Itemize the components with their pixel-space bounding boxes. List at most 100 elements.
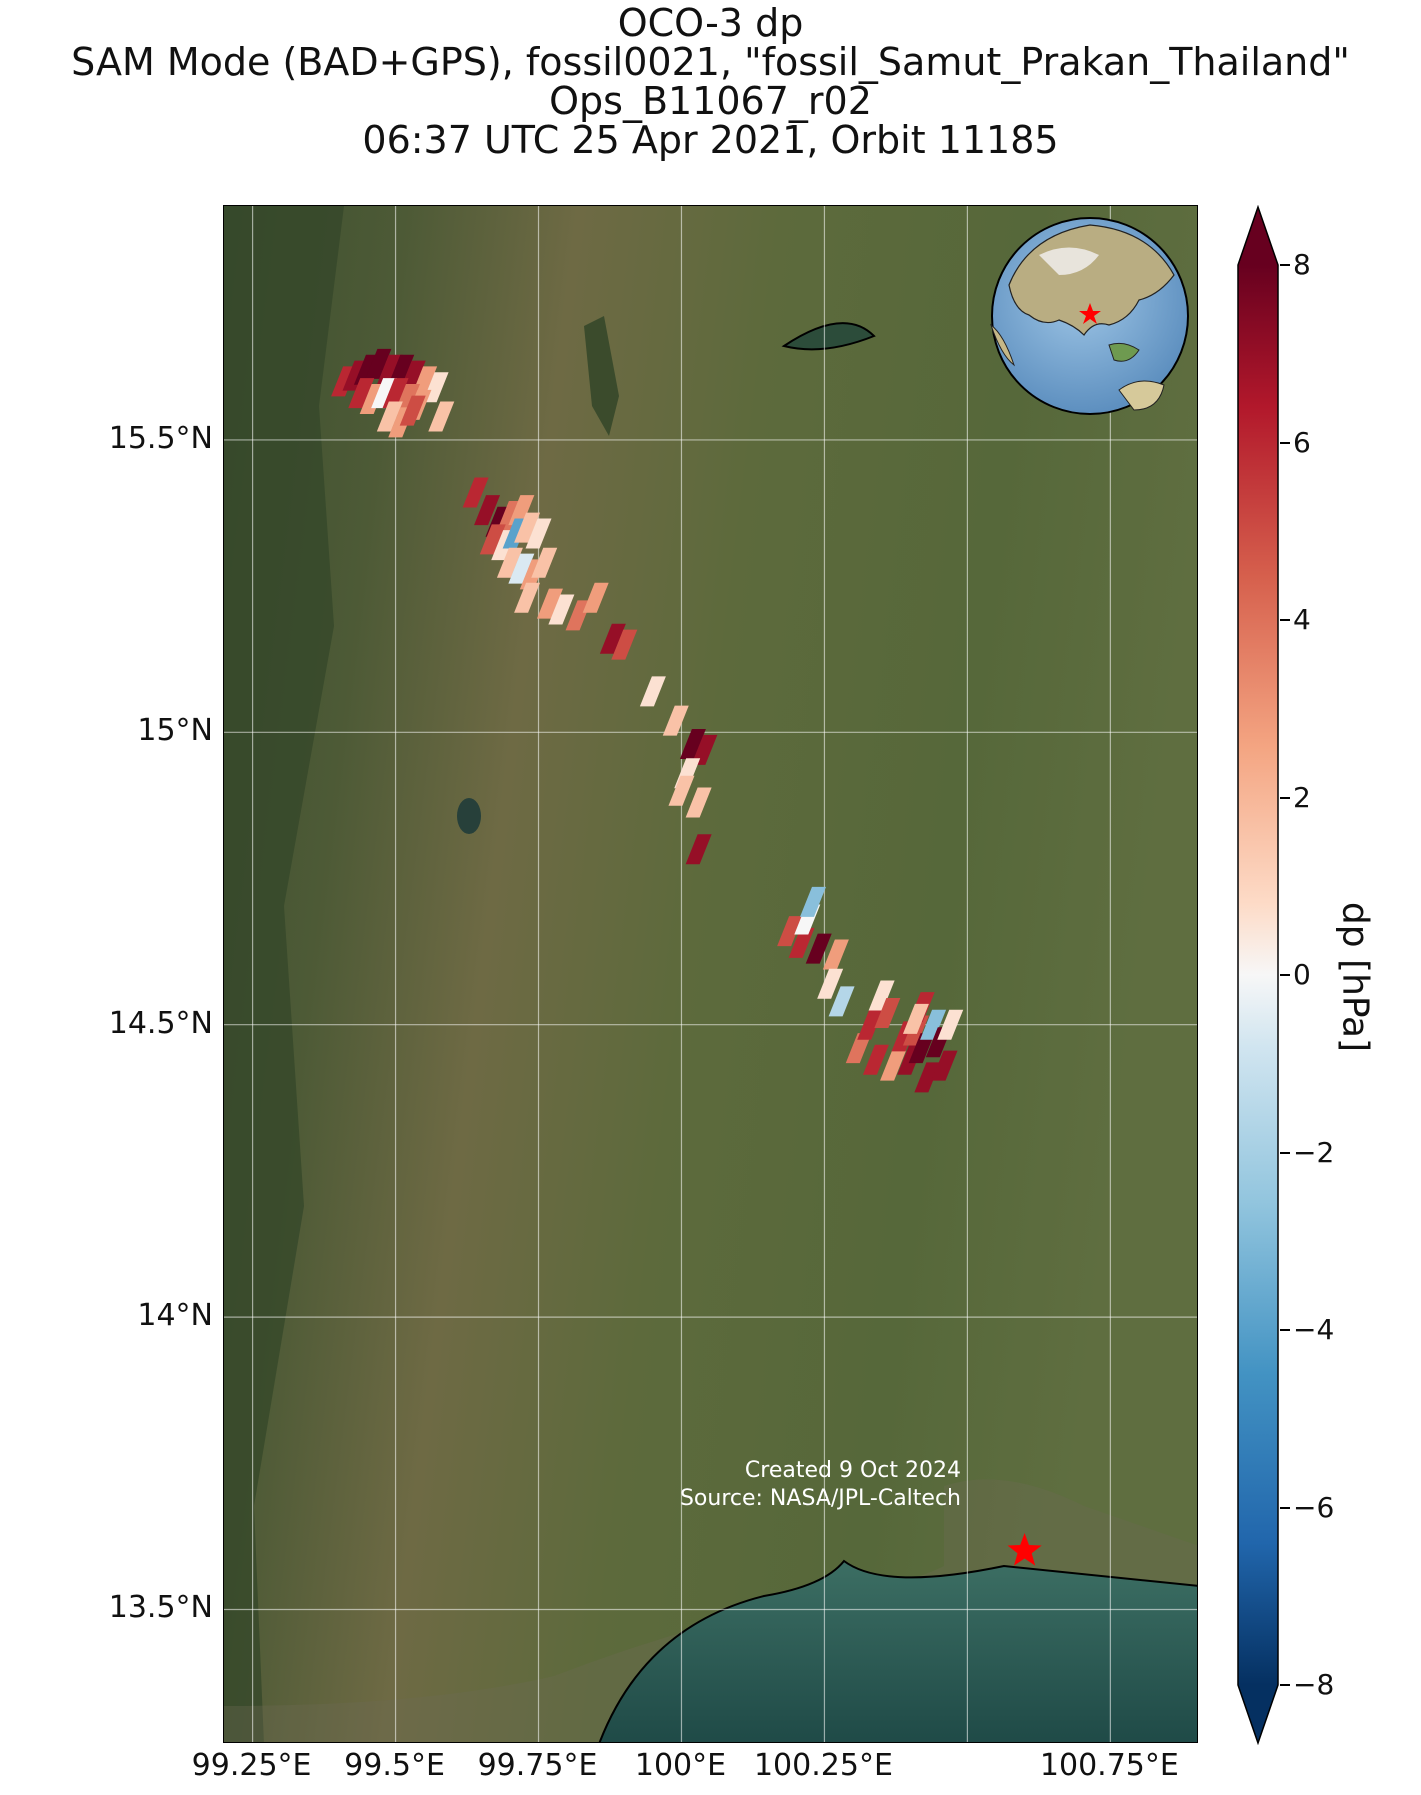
dp-sounding (508, 553, 535, 584)
dp-sounding (914, 1062, 941, 1093)
colorbar-tick-mark (1280, 264, 1290, 266)
target-star[interactable] (1007, 1533, 1042, 1566)
longitude-tick-label: 100.75°E (1039, 1748, 1179, 1783)
dp-sounding (599, 623, 626, 654)
globe-target-star (1079, 303, 1101, 324)
latitude-tick-label: 14.5°N (108, 1005, 213, 1041)
colorbar-tick-label: 8 (1293, 248, 1311, 281)
credit-source: Source: NASA/JPL-Caltech (679, 1486, 961, 1511)
dp-sounding (611, 629, 638, 660)
dp-sounding (525, 518, 552, 549)
dp-sounding (348, 378, 375, 409)
colorbar-tick-label: −4 (1293, 1313, 1335, 1346)
dp-soundings (331, 348, 964, 1093)
dp-sounding (845, 1033, 872, 1064)
dp-sounding (931, 1050, 958, 1081)
dp-sounding (920, 1009, 947, 1040)
colorbar-tick-mark (1280, 1151, 1290, 1154)
globe-africa-edge (990, 323, 1015, 367)
dp-sounding (514, 582, 541, 613)
colorbar-tick-label: −8 (1293, 1668, 1335, 1701)
title-line-3: Ops_B11067_r02 (549, 79, 872, 123)
dp-sounding (479, 524, 506, 555)
colorbar-extend-min (1238, 1685, 1278, 1743)
reservoir (457, 798, 481, 834)
title-line-2: SAM Mode (BAD+GPS), fossil0021, "fossil_… (71, 40, 1350, 84)
longitude-tick-label: 99.75°E (477, 1748, 598, 1783)
colorbar-tick-label: 6 (1293, 425, 1311, 459)
dp-sounding (496, 547, 523, 578)
target-star-marker[interactable] (1007, 1533, 1042, 1566)
dp-sounding (691, 734, 718, 765)
latitude-tick-label: 15°N (137, 713, 213, 749)
lake-outline (781, 322, 876, 351)
dp-sounding (668, 775, 695, 806)
dp-sounding (822, 939, 849, 970)
colorbar-tick-mark (1280, 1684, 1290, 1686)
dp-sounding (788, 927, 815, 958)
dp-sounding (388, 354, 415, 385)
dp-sounding (805, 933, 832, 964)
latitude-tick-label: 14°N (137, 1298, 213, 1334)
coastline (598, 1559, 1197, 1742)
basemap-land (224, 206, 1197, 1742)
dp-sounding (817, 968, 844, 999)
globe-islands (1108, 342, 1140, 362)
dp-sounding (399, 395, 426, 426)
longitude-tick-label: 99.25°E (191, 1748, 312, 1783)
dp-sounding (880, 1050, 907, 1081)
dp-sounding (937, 1009, 964, 1040)
latitude-tick-label: 15.5°N (108, 420, 213, 456)
colorbar (1237, 205, 1279, 1745)
ridge (584, 316, 619, 436)
dp-sounding (376, 401, 403, 432)
dp-sounding (365, 348, 392, 379)
dp-sounding (902, 1003, 929, 1034)
colorbar-tick-mark (1280, 619, 1290, 621)
dp-sounding (679, 729, 706, 760)
dp-sounding (639, 676, 666, 707)
dp-sounding (428, 401, 455, 432)
title-line-4: 06:37 UTC 25 Apr 2021, Orbit 11185 (362, 118, 1059, 162)
dp-sounding (828, 986, 855, 1017)
dp-sounding (777, 916, 804, 947)
dp-sounding (371, 378, 398, 409)
globe-australia (1118, 380, 1165, 411)
colorbar-tick-label: 2 (1293, 780, 1311, 814)
colorbar-outline (1237, 205, 1279, 1745)
dp-sounding (862, 1044, 889, 1075)
dp-sounding (462, 477, 489, 508)
colorbar-tick-label: −2 (1293, 1135, 1335, 1169)
colorbar-tick-mark (1280, 974, 1290, 976)
dp-sounding (800, 886, 827, 917)
dp-sounding (514, 512, 541, 543)
title-line-1: OCO-3 dp (617, 1, 804, 45)
colorbar-tick-mark (1280, 1329, 1290, 1331)
gulf-of-thailand (599, 1561, 1197, 1742)
map-panel[interactable]: Created 9 Oct 2024 Source: NASA/JPL-Calt… (223, 205, 1198, 1743)
dp-sounding (857, 1009, 884, 1040)
dp-sounding (582, 582, 609, 613)
credit-created: Created 9 Oct 2024 (744, 1458, 961, 1483)
figure-title: OCO-3 dp SAM Mode (BAD+GPS), fossil0021,… (0, 4, 1421, 160)
colorbar-tick-mark (1280, 1506, 1290, 1509)
globe-himalaya (1039, 247, 1099, 275)
dp-sounding (508, 495, 535, 526)
longitude-tick-label: 100°E (634, 1748, 727, 1783)
inset-globe-map (990, 217, 1189, 415)
dp-sounding (548, 594, 575, 625)
longitude-tick-label: 100.25°E (753, 1748, 893, 1783)
dp-sounding (376, 354, 403, 385)
dp-sounding (662, 705, 689, 736)
longitude-tick-label: 99.5°E (344, 1748, 445, 1783)
dp-sounding (908, 1033, 935, 1064)
dp-sounding (536, 588, 563, 619)
colorbar-extend-max (1238, 207, 1278, 265)
colorbar-tick-label: 4 (1293, 603, 1311, 636)
colorbar-tick-label: −6 (1293, 1490, 1335, 1524)
colorbar-tick-mark (1280, 441, 1290, 444)
mountain-region-west (224, 206, 344, 1742)
colorbar-tick-label: 0 (1293, 958, 1311, 991)
dp-sounding (382, 378, 409, 409)
dp-sounding (474, 495, 501, 526)
